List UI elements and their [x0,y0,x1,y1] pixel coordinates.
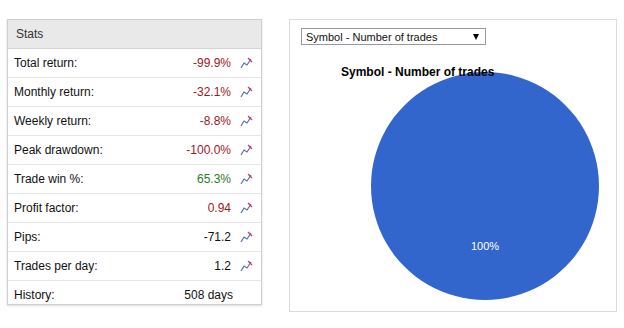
html-text:Pips:: Pips: [14,230,41,244]
html-text:1.2: 1.2 [214,259,231,273]
html-text:Stats: Stats [16,27,44,41]
html-text:65.3%: 65.3% [197,172,231,186]
html-text:Monthly return:: Monthly return: [14,85,94,99]
html-text:-32.1%: -32.1% [193,85,231,99]
html-text:508 days: 508 days [184,288,233,302]
html-text:Trade win %:: Trade win %: [14,172,84,186]
html-text:-8.8%: -8.8% [199,114,231,128]
html-text:Profit factor:: Profit factor: [14,201,79,215]
html-text:Symbol - Number of trades: Symbol - Number of trades [306,31,438,43]
html-text:Trades per day:: Trades per day: [14,259,98,273]
svg-text:100%: 100% [471,240,499,252]
html-text:-71.2: -71.2 [203,230,231,244]
html-text:-99.9%: -99.9% [193,56,231,70]
html-text:Weekly return:: Weekly return: [14,114,92,128]
svg-text:Symbol - Number of trades: Symbol - Number of trades [341,65,495,79]
html-text:History:: History: [14,288,55,302]
html-text:0.94: 0.94 [207,201,231,215]
html-text:Total return:: Total return: [14,56,78,70]
html-text:Peak drawdown:: Peak drawdown: [14,143,103,157]
html-text:-100.0%: -100.0% [186,143,231,157]
